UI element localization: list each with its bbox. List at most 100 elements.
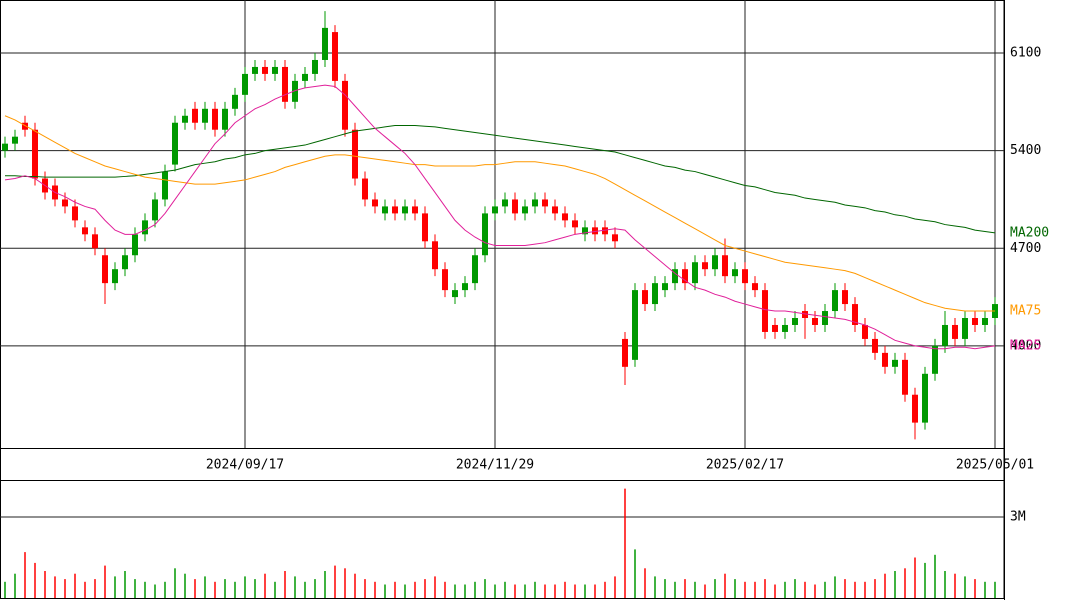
x-tick-label: 2024/09/17 xyxy=(206,458,284,473)
candle-body xyxy=(272,66,278,74)
candle-body xyxy=(622,338,628,367)
candle-body xyxy=(432,241,438,270)
candle-body xyxy=(872,338,878,353)
candle-body xyxy=(162,171,168,200)
candle-body xyxy=(22,122,28,130)
legend-label: MA25 xyxy=(1010,338,1041,353)
y-tick-label: 3M xyxy=(1010,509,1026,524)
candle-body xyxy=(852,304,858,325)
moving-average-line xyxy=(5,125,996,234)
candle-body xyxy=(372,199,378,207)
candle-body xyxy=(222,108,228,130)
candle-body xyxy=(422,213,428,242)
candle-body xyxy=(892,359,898,367)
candle-body xyxy=(282,66,288,102)
candle-body xyxy=(722,255,728,277)
candle-body xyxy=(412,206,418,214)
candle-body xyxy=(452,290,458,298)
legend-label: MA75 xyxy=(1010,304,1041,319)
candle-body xyxy=(632,290,638,360)
candle-body xyxy=(812,318,818,325)
candle-body xyxy=(312,59,318,74)
candle-body xyxy=(832,290,838,312)
candle-body xyxy=(362,178,368,200)
candle-body xyxy=(592,227,598,235)
candle-body xyxy=(472,255,478,284)
candle-body xyxy=(182,115,188,123)
candle-body xyxy=(102,255,108,284)
candle-body xyxy=(972,318,978,325)
candle-body xyxy=(842,290,848,305)
candle-body xyxy=(792,318,798,325)
candle-body xyxy=(92,234,98,249)
candle-body xyxy=(662,283,668,291)
plot-frame xyxy=(0,0,1005,599)
candle-body xyxy=(762,290,768,332)
moving-average-line xyxy=(4,115,995,312)
candle-body xyxy=(502,199,508,207)
candle-body xyxy=(932,345,938,374)
candle-body xyxy=(232,94,238,109)
candle-body xyxy=(522,206,528,214)
candle-body xyxy=(742,269,748,284)
candle-body xyxy=(692,262,698,284)
candle-body xyxy=(482,213,488,256)
candle-body xyxy=(402,206,408,214)
candle-body xyxy=(392,206,398,214)
x-tick-label: 2025/02/17 xyxy=(706,458,784,473)
candle-body xyxy=(712,255,718,270)
candle-body xyxy=(172,122,178,165)
candle-body xyxy=(82,227,88,235)
candle-body xyxy=(332,32,338,81)
candle-body xyxy=(192,108,198,123)
y-tick-label: 6100 xyxy=(1010,46,1041,61)
candle-body xyxy=(152,199,158,221)
candle-body xyxy=(262,66,268,74)
candle-body xyxy=(252,66,258,74)
candle-body xyxy=(142,220,148,235)
candle-body xyxy=(542,199,548,207)
candle-body xyxy=(952,324,958,339)
candle-body xyxy=(942,324,948,346)
candle-body xyxy=(602,227,608,235)
candle-body xyxy=(242,73,248,95)
candle-body xyxy=(212,108,218,130)
candle-body xyxy=(202,108,208,123)
candle-body xyxy=(982,318,988,325)
x-tick-label: 2024/11/29 xyxy=(456,458,534,473)
candle-body xyxy=(802,311,808,319)
candle-body xyxy=(122,255,128,270)
y-tick-label: 4000 xyxy=(1010,338,1041,353)
candle-body xyxy=(112,269,118,284)
candle-body xyxy=(512,199,518,214)
y-tick-label: 5400 xyxy=(1010,143,1041,158)
legend-label: MA200 xyxy=(1010,225,1049,240)
candle-body xyxy=(672,269,678,284)
candle-body xyxy=(572,220,578,228)
candle-body xyxy=(882,352,888,367)
candle-body xyxy=(72,206,78,221)
candle-body xyxy=(752,283,758,291)
candle-body xyxy=(772,324,778,332)
candle-body xyxy=(732,269,738,277)
candle-body xyxy=(2,143,8,151)
candle-body xyxy=(62,199,68,207)
candle-body xyxy=(642,290,648,305)
candle-body xyxy=(382,206,388,214)
candle-body xyxy=(552,206,558,214)
candle-body xyxy=(322,27,328,60)
candle-body xyxy=(822,311,828,325)
candle-body xyxy=(582,227,588,235)
candle-body xyxy=(442,269,448,291)
candle-body xyxy=(962,318,968,339)
candle-body xyxy=(902,359,908,395)
candle-body xyxy=(342,80,348,130)
candle-body xyxy=(292,80,298,102)
candle-body xyxy=(682,269,688,284)
candle-body xyxy=(132,234,138,256)
candle-body xyxy=(562,213,568,221)
candle-body xyxy=(12,136,18,144)
candle-body xyxy=(922,373,928,423)
candle-body xyxy=(652,283,658,305)
